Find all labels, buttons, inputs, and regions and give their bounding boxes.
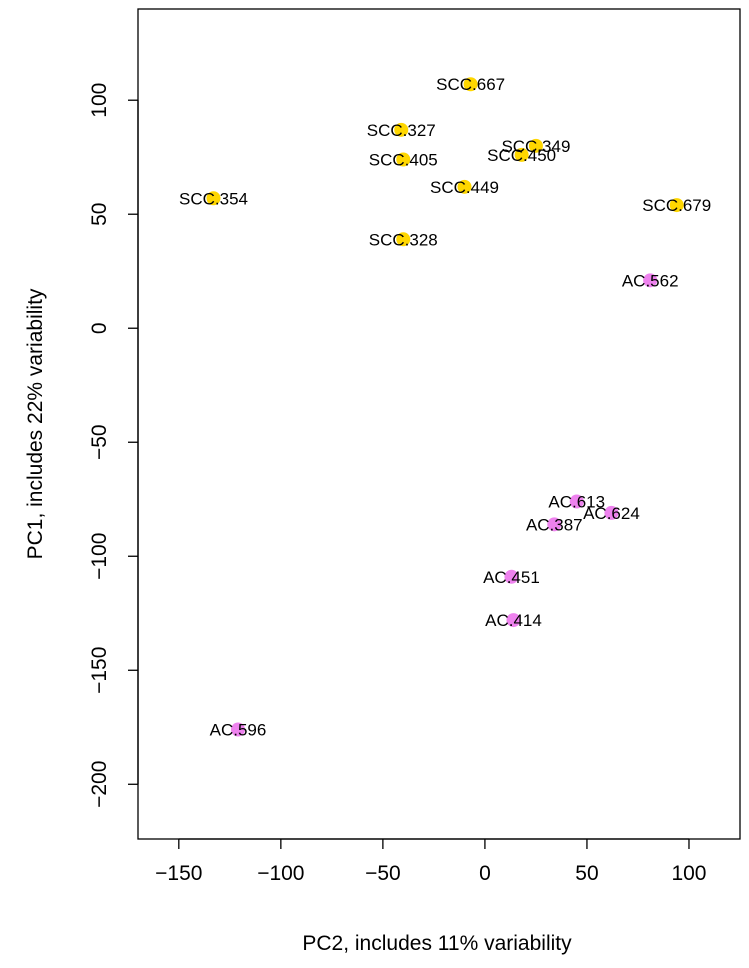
data-point-scc — [396, 232, 411, 247]
point-label: AC.596 — [210, 721, 267, 740]
point-label: SCC.667 — [436, 75, 505, 94]
y-tick-label: 0 — [88, 322, 111, 334]
x-tick-label: −100 — [257, 862, 304, 885]
point-label: SCC.449 — [430, 178, 499, 197]
data-point-scc — [514, 147, 529, 162]
y-tick-label: −150 — [88, 647, 111, 694]
point-label: SCC.679 — [642, 196, 711, 215]
point-label: SCC.354 — [179, 189, 248, 208]
data-point-scc — [396, 152, 411, 167]
y-tick-label: −50 — [88, 424, 111, 460]
point-label: AC.451 — [483, 568, 540, 587]
data-point-scc — [457, 179, 472, 194]
data-point-scc — [669, 198, 684, 213]
y-tick-label: −200 — [88, 761, 111, 808]
data-point-ac — [504, 569, 519, 584]
point-label: SCC.450 — [487, 146, 556, 165]
data-point-scc — [394, 122, 409, 137]
point-label: SCC.405 — [369, 150, 438, 169]
point-label: SCC.328 — [369, 230, 438, 249]
x-tick-label: −50 — [365, 862, 401, 885]
point-label: AC.414 — [485, 611, 542, 630]
y-axis: −200 −150 −100 −50 0 50 100 — [88, 83, 139, 808]
point-label: AC.624 — [583, 504, 640, 523]
data-point-ac — [643, 273, 658, 288]
point-label: AC.613 — [548, 493, 605, 512]
point-label: SCC.327 — [367, 121, 436, 140]
x-axis: −150 −100 −50 0 50 100 — [155, 838, 707, 885]
x-tick-label: 50 — [575, 862, 598, 885]
data-point-ac — [604, 505, 619, 520]
point-label: AC.562 — [622, 271, 679, 290]
point-label: SCC.349 — [501, 137, 570, 156]
points-layer — [206, 77, 684, 737]
y-axis-label: PC1, includes 22% variability — [24, 288, 47, 559]
x-tick-label: 100 — [671, 862, 706, 885]
data-point-ac — [569, 494, 584, 509]
plot-frame — [137, 8, 741, 840]
data-point-ac — [230, 722, 245, 737]
data-point-ac — [506, 613, 521, 628]
y-tick-label: −100 — [88, 533, 111, 580]
x-tick-label: 0 — [479, 862, 491, 885]
data-point-scc — [528, 138, 543, 153]
point-label: AC.387 — [526, 515, 583, 534]
data-point-scc — [206, 191, 221, 206]
x-tick-label: −150 — [155, 862, 202, 885]
data-point-ac — [547, 517, 562, 532]
x-axis-label: PC2, includes 11% variability — [302, 932, 572, 955]
data-point-scc — [463, 77, 478, 92]
y-tick-label: 50 — [88, 203, 111, 226]
y-tick-label: 100 — [88, 83, 111, 118]
